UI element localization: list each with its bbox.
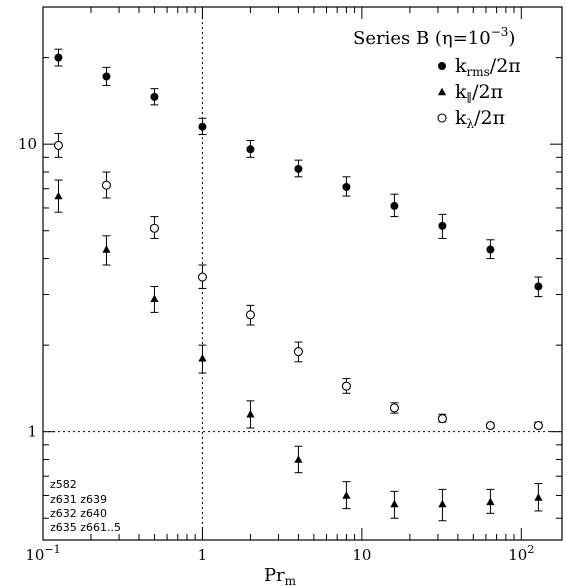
legend-label: kλ/2π xyxy=(455,107,505,131)
kpar-point xyxy=(390,499,399,508)
kpar-point xyxy=(534,493,543,501)
klambda-point xyxy=(341,381,351,391)
krms-point xyxy=(390,201,399,210)
legend-marker xyxy=(437,113,447,123)
legend-marker xyxy=(438,62,446,70)
klambda-point xyxy=(533,421,543,431)
krms-point xyxy=(438,221,447,230)
y-tick-label: 1 xyxy=(27,423,37,441)
x-tick-label: 10 xyxy=(352,546,371,564)
x-tick-label: 1 xyxy=(198,546,208,564)
krms-point xyxy=(198,122,207,131)
kpar-point xyxy=(438,499,447,508)
klambda-point xyxy=(197,272,207,282)
kpar-point xyxy=(294,455,303,463)
run-annotation-2: z631 z639 xyxy=(50,493,107,506)
klambda-point xyxy=(389,403,399,413)
klambda-point xyxy=(485,421,495,431)
legend-label: k∥/2π xyxy=(455,81,503,105)
klambda-point xyxy=(101,180,111,190)
kpar-point xyxy=(102,245,111,253)
klambda-point xyxy=(437,414,447,424)
axis-tick-labels: 10−1 1 10 102 1 10 xyxy=(18,135,534,564)
kpar-point xyxy=(54,191,63,200)
krms-point xyxy=(486,245,495,254)
kpar-point xyxy=(246,409,255,418)
krms-point xyxy=(54,53,63,62)
axis-ticks xyxy=(42,6,562,540)
run-annotation-4: z635 z661..5 xyxy=(50,521,121,534)
legend-marker xyxy=(437,87,447,96)
data-marks xyxy=(53,48,543,522)
run-annotation-1: z582 xyxy=(50,478,77,491)
krms-point xyxy=(294,164,303,173)
plot-border xyxy=(42,6,563,541)
klambda-point xyxy=(245,310,255,320)
kpar-point xyxy=(486,497,495,506)
klambda-point xyxy=(53,140,64,150)
krms-point xyxy=(342,182,351,191)
kpar-point xyxy=(198,353,207,362)
x-axis-label: Prm xyxy=(264,565,297,586)
kpar-point xyxy=(342,491,351,499)
krms-point xyxy=(246,145,255,154)
chart-title: Series B (η=10−3) xyxy=(353,25,515,49)
run-annotation-3: z632 z640 xyxy=(50,507,107,520)
run-annotations: z582 z631 z639 z632 z640 z635 z661..5 xyxy=(50,478,121,534)
krms-point xyxy=(534,282,543,291)
legend-label: krms/2π xyxy=(455,55,521,79)
y-tick-label: 10 xyxy=(18,135,37,153)
kpar-point xyxy=(150,294,159,302)
x-tick-label: 10−1 xyxy=(25,543,60,564)
krms-point xyxy=(150,92,159,101)
klambda-point xyxy=(293,346,303,357)
krms-point xyxy=(102,72,111,81)
plot-frame xyxy=(42,6,563,541)
klambda-point xyxy=(149,223,159,233)
x-tick-label: 102 xyxy=(508,543,534,564)
